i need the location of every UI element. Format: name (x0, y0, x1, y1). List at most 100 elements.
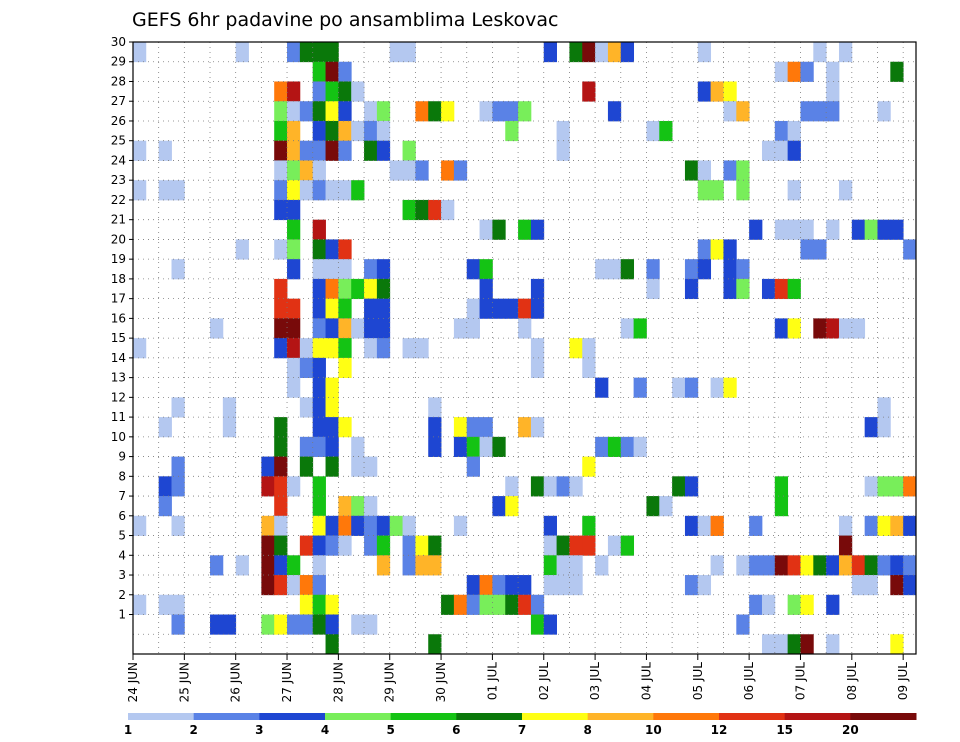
heatmap-cell (325, 594, 339, 615)
heatmap-cell (723, 259, 737, 280)
heatmap-cell (261, 555, 275, 576)
heatmap-cell (299, 575, 314, 596)
heatmap-cell (222, 397, 237, 418)
heatmap-cell (376, 278, 391, 300)
heatmap-cell (351, 456, 365, 477)
heatmap-cell (287, 338, 301, 359)
heatmap-cell (684, 515, 699, 536)
heatmap-cell (556, 535, 570, 556)
heatmap-cell (364, 614, 378, 635)
heatmap-cell (826, 101, 840, 122)
legend-swatch (784, 713, 851, 720)
heatmap-cell (672, 377, 686, 398)
legend-label: 6 (452, 723, 460, 737)
heatmap-cell (312, 61, 326, 82)
heatmap-cell (312, 101, 326, 122)
heatmap-cell (903, 515, 917, 536)
heatmap-cell (312, 318, 326, 339)
heatmap-cell (569, 42, 583, 63)
heatmap-cell (274, 101, 288, 122)
heatmap-cell (877, 219, 891, 240)
heatmap-cell (492, 575, 506, 596)
heatmap-cell (299, 101, 314, 122)
heatmap-cell (736, 614, 750, 635)
heatmap-cell (235, 555, 249, 576)
heatmap-cell (325, 515, 339, 536)
heatmap-cell (774, 634, 789, 655)
heatmap-cell (736, 278, 750, 300)
heatmap-cell (851, 555, 866, 576)
heatmap-cell (299, 397, 314, 418)
heatmap-cell (325, 298, 339, 319)
heatmap-cell (325, 456, 339, 477)
heatmap-cell (826, 81, 840, 102)
heatmap-cell (518, 298, 532, 319)
heatmap-cell (210, 555, 224, 576)
heatmap-cell (428, 101, 442, 122)
heatmap-cell (299, 357, 314, 379)
heatmap-cell (287, 239, 301, 260)
heatmap-cell (351, 318, 365, 339)
heatmap-cell (607, 259, 622, 280)
heatmap-cell (595, 259, 609, 280)
heatmap-cell (402, 535, 416, 556)
legend-swatch (587, 713, 654, 720)
heatmap-cell (312, 476, 326, 497)
heatmap-cell (710, 180, 724, 201)
heatmap-cell (274, 180, 288, 201)
heatmap-cell (453, 160, 468, 181)
heatmap-cell (287, 199, 301, 221)
y-tick-label: 21 (111, 213, 126, 227)
heatmap-cell (723, 377, 737, 398)
legend-swatch (128, 713, 195, 720)
heatmap-cell (569, 535, 583, 556)
heatmap-cell (338, 278, 352, 300)
heatmap-cell (441, 101, 455, 122)
heatmap-cell (697, 180, 712, 201)
heatmap-cell (235, 239, 249, 260)
heatmap-cell (171, 456, 185, 477)
heatmap-cell (479, 594, 493, 615)
heatmap-cell (312, 594, 326, 615)
y-tick-label: 26 (111, 114, 126, 128)
heatmap-cell (299, 614, 314, 635)
heatmap-cell (325, 239, 339, 260)
x-tick-label: 28 JUN (331, 662, 345, 702)
heatmap-cell (210, 614, 224, 635)
heatmap-cell (466, 456, 480, 477)
heatmap-cell (607, 101, 622, 122)
heatmap-cell (376, 535, 391, 556)
legend-swatch (522, 713, 589, 720)
heatmap-cell (787, 278, 801, 300)
heatmap-cell (261, 476, 275, 497)
heatmap-cell (749, 555, 763, 576)
heatmap-cell (466, 594, 480, 615)
heatmap-cell (697, 239, 712, 260)
heatmap-cell (274, 476, 288, 497)
legend-label: 20 (842, 723, 859, 737)
y-tick-label: 5 (118, 529, 126, 543)
heatmap-cell (274, 456, 288, 477)
legend-label: 10 (645, 723, 662, 737)
heatmap-cell (890, 476, 904, 497)
heatmap-cell (171, 259, 185, 280)
y-tick-label: 11 (111, 410, 126, 424)
heatmap-cell (364, 496, 378, 517)
heatmap-cell (710, 81, 724, 102)
y-tick-label: 20 (111, 232, 126, 246)
heatmap-cell (312, 160, 326, 181)
chart-title: GEFS 6hr padavine po ansamblima Leskovac (132, 9, 559, 31)
heatmap-cell (222, 417, 237, 438)
heatmap-cell (338, 101, 352, 122)
heatmap-cell (453, 417, 468, 438)
heatmap-cell (813, 555, 827, 576)
heatmap-cell (556, 476, 570, 497)
heatmap-cell (710, 555, 724, 576)
heatmap-cell (466, 436, 480, 457)
heatmap-cell (158, 496, 172, 517)
heatmap-cell (723, 239, 737, 260)
heatmap-cell (582, 515, 596, 536)
x-tick-label: 29 JUN (383, 662, 397, 702)
legend-label: 8 (583, 723, 591, 737)
y-tick-label: 9 (118, 450, 126, 464)
